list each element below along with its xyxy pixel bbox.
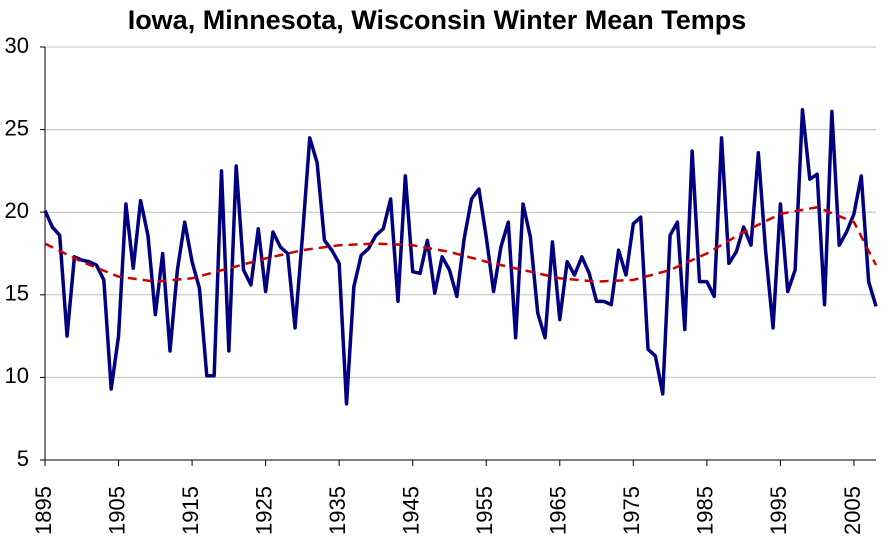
x-tick-label: 1925 [251, 486, 276, 535]
y-tick-label: 15 [5, 281, 29, 306]
x-tick-label: 1935 [325, 486, 350, 535]
x-tick-label: 1995 [766, 486, 791, 535]
y-tick-label: 25 [5, 115, 29, 140]
x-tick-label: 1975 [619, 486, 644, 535]
y-tick-label: 10 [5, 363, 29, 388]
y-tick-label: 30 [5, 33, 29, 58]
chart-title: Iowa, Minnesota, Wisconsin Winter Mean T… [128, 5, 747, 35]
x-tick-label: 1905 [104, 486, 129, 535]
y-tick-label: 5 [17, 446, 29, 471]
x-tick-label: 2005 [840, 486, 865, 535]
x-tick-label: 1955 [472, 486, 497, 535]
x-tick-label: 1985 [693, 486, 718, 535]
x-tick-label: 1965 [546, 486, 571, 535]
data-line [43, 108, 878, 406]
x-tick-label: 1945 [399, 486, 424, 535]
x-tick-label: 1915 [178, 486, 203, 535]
trend-line [44, 205, 878, 283]
x-tick-label: 1895 [31, 486, 56, 535]
y-tick-label: 20 [5, 198, 29, 223]
